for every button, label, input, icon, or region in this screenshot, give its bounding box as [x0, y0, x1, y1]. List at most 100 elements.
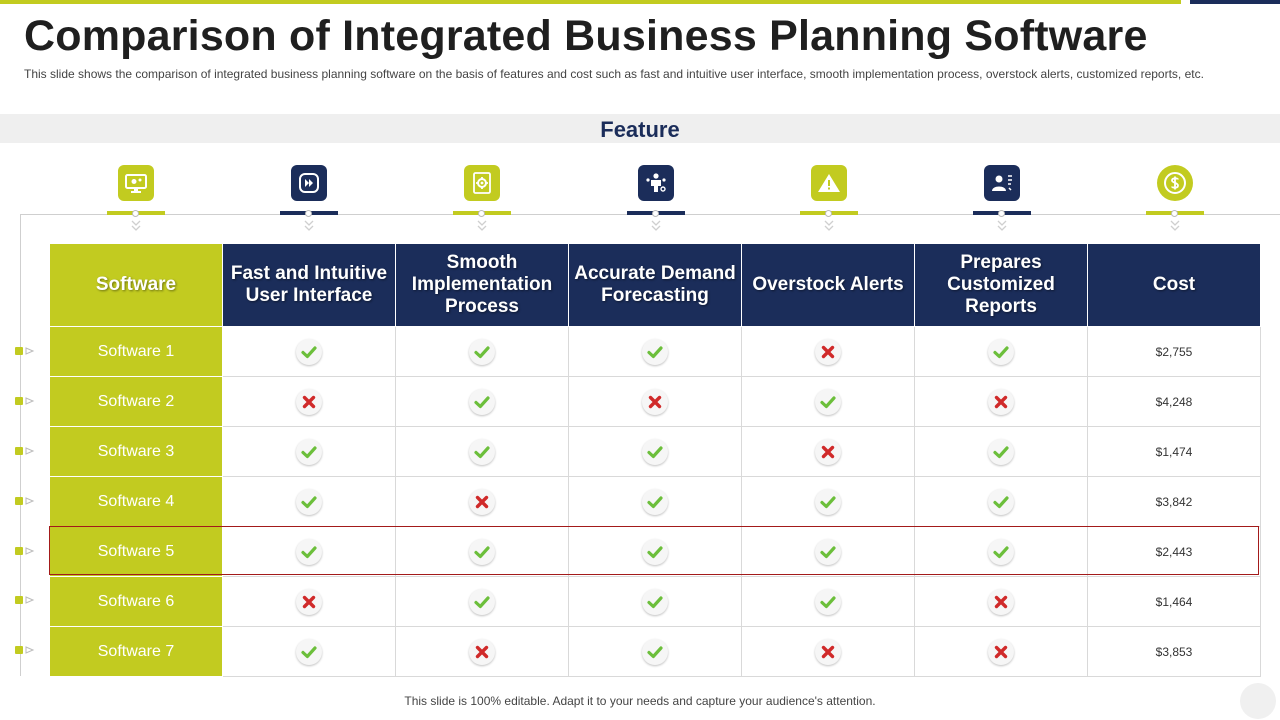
feature-cell-overstock-alerts	[741, 426, 915, 477]
feature-cell-overstock-alerts	[741, 326, 915, 377]
forecasting-person-icon	[638, 165, 674, 201]
row-marker	[15, 496, 37, 506]
check-icon	[815, 538, 841, 565]
cost-cell: $2,443	[1087, 526, 1261, 577]
feature-cell-demand-forecasting	[568, 476, 742, 527]
monitor-settings-icon	[118, 165, 154, 201]
cost-cell: $3,853	[1087, 626, 1261, 677]
feature-cell-demand-forecasting	[568, 326, 742, 377]
software-name-cell: Software 4	[49, 476, 223, 527]
feature-icon-column-6	[973, 165, 1031, 235]
corner-decoration	[1240, 683, 1276, 719]
cross-icon	[988, 388, 1014, 415]
feature-cell-fast-ui	[222, 476, 396, 527]
timeline-dot	[478, 210, 485, 217]
row-marker	[15, 645, 37, 655]
column-header-cost: Cost	[1087, 243, 1261, 327]
feature-cell-demand-forecasting	[568, 576, 742, 627]
chevron-down-icon	[1170, 220, 1180, 231]
chevron-down-icon	[651, 220, 661, 231]
check-icon	[469, 588, 495, 615]
check-icon	[815, 388, 841, 415]
check-icon	[815, 588, 841, 615]
footer-note: This slide is 100% editable. Adapt it to…	[404, 694, 876, 708]
timeline-dot	[652, 210, 659, 217]
table-row: Software 7 $3,853	[49, 626, 1261, 677]
column-header-smooth-implementation: Smooth Implementation Process	[395, 243, 569, 327]
software-name-cell: Software 7	[49, 626, 223, 677]
feature-icon-column-7	[1146, 165, 1204, 235]
dollar-coin-icon	[1157, 165, 1193, 201]
table-row: Software 6 $1,464	[49, 576, 1261, 627]
feature-cell-smooth-implementation	[395, 476, 569, 527]
software-name-cell: Software 2	[49, 376, 223, 427]
feature-icon-column-1	[107, 165, 165, 235]
timeline-dot	[1171, 210, 1178, 217]
column-header-fast-ui: Fast and Intuitive User Interface	[222, 243, 396, 327]
feature-cell-fast-ui	[222, 426, 396, 477]
check-icon	[642, 588, 668, 615]
check-icon	[296, 638, 322, 665]
cross-icon	[815, 638, 841, 665]
check-icon	[642, 338, 668, 365]
check-icon	[642, 538, 668, 565]
check-icon	[642, 438, 668, 465]
feature-cell-customized-reports	[914, 626, 1088, 677]
chevron-down-icon	[131, 220, 141, 231]
column-header-overstock-alerts: Overstock Alerts	[741, 243, 915, 327]
feature-cell-overstock-alerts	[741, 476, 915, 527]
check-icon	[988, 538, 1014, 565]
top-accent-bar-green	[0, 0, 1181, 4]
row-marker	[15, 396, 37, 406]
comparison-table: Software Fast and Intuitive User Interfa…	[49, 243, 1261, 677]
feature-icon-column-2	[280, 165, 338, 235]
cross-icon	[469, 638, 495, 665]
check-icon	[296, 488, 322, 515]
page-subtitle: This slide shows the comparison of integ…	[24, 67, 1204, 81]
cross-icon	[296, 388, 322, 415]
column-header-customized-reports: Prepares Customized Reports	[914, 243, 1088, 327]
feature-cell-fast-ui	[222, 376, 396, 427]
page-title: Comparison of Integrated Business Planni…	[24, 12, 1148, 60]
report-user-icon	[984, 165, 1020, 201]
timeline-dot	[305, 210, 312, 217]
check-icon	[469, 388, 495, 415]
column-header-demand-forecasting: Accurate Demand Forecasting	[568, 243, 742, 327]
timeline-dot	[132, 210, 139, 217]
feature-cell-demand-forecasting	[568, 526, 742, 577]
feature-cell-customized-reports	[914, 326, 1088, 377]
feature-cell-customized-reports	[914, 476, 1088, 527]
chevron-down-icon	[824, 220, 834, 231]
chevron-down-icon	[477, 220, 487, 231]
feature-cell-fast-ui	[222, 526, 396, 577]
warning-icon	[811, 165, 847, 201]
check-icon	[988, 338, 1014, 365]
row-marker	[15, 346, 37, 356]
cost-cell: $2,755	[1087, 326, 1261, 377]
feature-cell-smooth-implementation	[395, 376, 569, 427]
check-icon	[469, 538, 495, 565]
feature-heading: Feature	[600, 117, 680, 142]
fast-forward-icon	[291, 165, 327, 201]
software-name-cell: Software 1	[49, 326, 223, 377]
feature-cell-overstock-alerts	[741, 376, 915, 427]
feature-cell-customized-reports	[914, 526, 1088, 577]
check-icon	[296, 438, 322, 465]
cross-icon	[469, 488, 495, 515]
row-marker	[15, 446, 37, 456]
feature-cell-fast-ui	[222, 326, 396, 377]
table-header-row: Software Fast and Intuitive User Interfa…	[49, 243, 1261, 327]
cross-icon	[815, 338, 841, 365]
feature-icon-column-3	[453, 165, 511, 235]
row-marker	[15, 546, 37, 556]
software-name-cell: Software 5	[49, 526, 223, 577]
chevron-down-icon	[997, 220, 1007, 231]
table-row: Software 3 $1,474	[49, 426, 1261, 477]
check-icon	[642, 638, 668, 665]
timeline-vertical-line	[20, 214, 21, 676]
check-icon	[642, 488, 668, 515]
feature-cell-demand-forecasting	[568, 376, 742, 427]
table-row: Software 5 $2,443	[49, 526, 1261, 577]
feature-icon-column-5	[800, 165, 858, 235]
check-icon	[296, 538, 322, 565]
